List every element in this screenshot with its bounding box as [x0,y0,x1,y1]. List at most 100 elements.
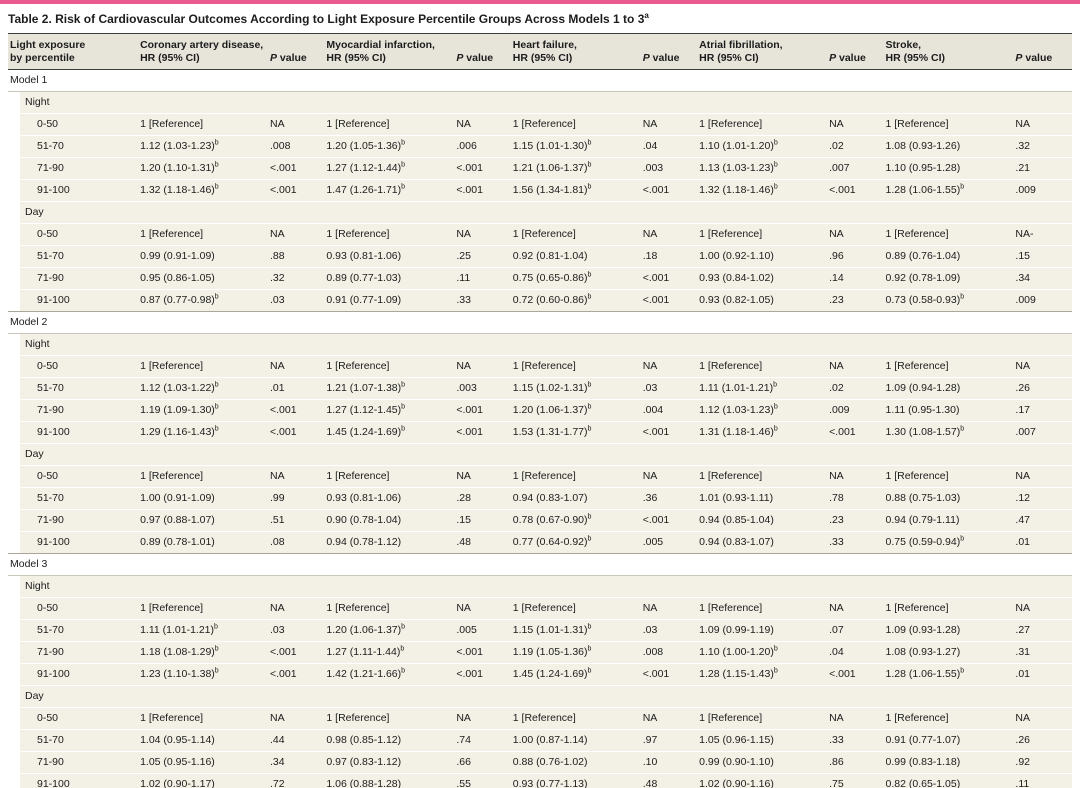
hr-ci-value: 1 [Reference] [885,707,1016,730]
footnote-b-mark: b [960,535,965,543]
hr-ci-value: 1 [Reference] [512,465,643,488]
p-value: NA [642,597,700,620]
p-value: NA [829,465,886,488]
hr-ci-value: 0.88 (0.76-1.02) [512,751,643,774]
hr-ci-value: 0.82 (0.65-1.05) [885,773,1016,788]
hr-ci-value: 1.09 (0.94-1.28) [885,377,1016,400]
p-value: .33 [456,289,513,312]
hr-ci-value: 1.28 (1.06-1.55)b [885,663,1016,686]
p-value: .28 [456,487,513,510]
hr-ci-value: 0.92 (0.78-1.09) [885,267,1016,290]
p-value: .74 [456,729,513,752]
percentile-label: 71-90 [8,267,141,290]
p-value: .04 [829,641,886,664]
hr-ci-value: 1 [Reference] [140,113,270,136]
p-value: .99 [269,487,327,510]
footnote-b-mark: b [773,645,778,653]
percentile-label: 91-100 [8,663,141,686]
p-value: NA [456,597,513,620]
p-value: <.001 [269,157,327,180]
p-value: .44 [269,729,327,752]
p-value: .32 [269,267,327,290]
p-value: .01 [269,377,327,400]
hr-ci-value: 1.30 (1.08-1.57)b [885,421,1016,444]
hr-ci-value: 1.32 (1.18-1.46)b [699,179,830,202]
hr-ci-value: 1.19 (1.09-1.30)b [140,399,270,422]
time-group-row: Day [8,201,1072,224]
footnote-b-mark: b [773,403,778,411]
footnote-b-mark: b [214,667,219,675]
hr-ci-value: 0.94 (0.85-1.04) [699,509,830,532]
p-value: .75 [829,773,886,788]
footnote-b-mark: b [214,381,219,389]
table-row: 0-50 1 [Reference] NA 1 [Reference] NA 1 [Ref… [8,707,1072,730]
p-value: <.001 [456,399,513,422]
p-value: .26 [1015,377,1072,400]
time-group-label: Night [8,91,1072,114]
p-value: <.001 [269,179,327,202]
footnote-b-mark: b [401,183,406,191]
p-value: .23 [829,509,886,532]
percentile-label: 0-50 [8,223,141,246]
hr-ci-value: 1.45 (1.24-1.69)b [512,663,643,686]
column-header: Myocardial infarction, HR (95% CI) [326,33,457,70]
hr-ci-value: 1 [Reference] [699,707,830,730]
column-header: Heart failure, HR (95% CI) [512,33,643,70]
p-value: <.001 [269,663,327,686]
table-row: 0-50 1 [Reference] NA 1 [Reference] NA 1 [Ref… [8,355,1072,378]
model-label: Model 2 [8,311,1072,334]
hr-ci-value: 1.21 (1.07-1.38)b [326,377,457,400]
hr-ci-value: 1.21 (1.06-1.37)b [512,157,643,180]
table-row: 51-70 1.00 (0.91-1.09) .99 0.93 (0.81-1.06)… [8,487,1072,510]
hr-ci-value: 1.11 (0.95-1.30) [885,399,1016,422]
hr-ci-value: 1.20 (1.10-1.31)b [140,157,270,180]
time-group-label: Night [8,575,1072,598]
p-value: <.001 [642,289,700,312]
hr-ci-value: 1.08 (0.93-1.26) [885,135,1016,158]
hr-ci-value: 1.06 (0.88-1.28) [326,773,457,788]
hr-ci-value: 1 [Reference] [326,707,457,730]
p-value: <.001 [642,421,700,444]
footnote-b-mark: b [214,645,219,653]
hr-ci-value: 1 [Reference] [885,597,1016,620]
hr-ci-value: 1.18 (1.08-1.29)b [140,641,270,664]
p-value: .92 [1015,751,1072,774]
hr-ci-value: 0.93 (0.81-1.06) [326,245,457,268]
column-header: Coronary artery disease, HR (95% CI) [140,33,270,70]
footnote-b-mark: b [773,161,778,169]
hr-ci-value: 1 [Reference] [512,223,643,246]
footnote-b-mark: b [587,183,592,191]
hr-ci-value: 1.47 (1.26-1.71)b [326,179,457,202]
column-header: P value [269,33,327,70]
hr-ci-value: 0.91 (0.77-1.07) [885,729,1016,752]
table-title-footnote-mark: a [644,11,649,20]
footnote-b-mark: b [773,425,778,433]
model-section-row: Model 3 [8,553,1072,576]
hr-ci-value: 0.97 (0.88-1.07) [140,509,270,532]
hr-ci-value: 0.94 (0.83-1.07) [512,487,643,510]
accent-bar [0,0,1080,4]
p-value: NA [456,113,513,136]
hr-ci-value: 1.29 (1.16-1.43)b [140,421,270,444]
p-value: .03 [269,619,327,642]
p-value: .03 [642,619,700,642]
footnote-b-mark: b [960,667,965,675]
footnote-b-mark: b [960,183,965,191]
percentile-label: 0-50 [8,597,141,620]
p-value: NA [1015,597,1072,620]
p-value: .96 [829,245,886,268]
p-value: .34 [1015,267,1072,290]
footnote-b-mark: b [214,183,219,191]
column-header: Atrial fibrillation, HR (95% CI) [699,33,830,70]
footnote-b-mark: b [587,425,592,433]
hr-ci-value: 1.27 (1.11-1.44)b [326,641,457,664]
time-group-row: Night [8,91,1072,114]
percentile-label: 51-70 [8,245,141,268]
hr-ci-value: 1 [Reference] [326,597,457,620]
p-value: <.001 [642,663,700,686]
p-value: NA [642,707,700,730]
model-label: Model 1 [8,69,1072,92]
hr-ci-value: 1 [Reference] [512,355,643,378]
p-value: .47 [1015,509,1072,532]
p-value: .15 [456,509,513,532]
